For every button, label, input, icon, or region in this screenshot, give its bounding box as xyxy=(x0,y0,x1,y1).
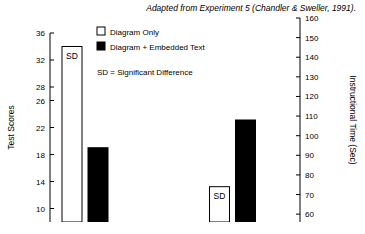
y2-tick-label: 160 xyxy=(305,14,319,23)
y-tick-label: 10 xyxy=(36,205,45,214)
y-tick xyxy=(50,100,54,101)
y2-tick-label: 80 xyxy=(305,171,314,180)
y2-tick xyxy=(296,18,300,19)
y-tick xyxy=(50,33,54,34)
y2-tick xyxy=(296,96,300,97)
annotation: SD = Significant Difference xyxy=(97,68,193,77)
y2-tick-label: 140 xyxy=(305,53,319,62)
y2-tick xyxy=(296,116,300,117)
y2-tick xyxy=(296,155,300,156)
y-tick-label: 32 xyxy=(36,56,45,65)
y2-tick xyxy=(296,194,300,195)
y2-tick xyxy=(296,57,300,58)
y-tick-label: 18 xyxy=(36,151,45,160)
y2-tick-label: 70 xyxy=(305,191,314,200)
y2-tick xyxy=(296,135,300,136)
y-tick-label: 28 xyxy=(36,83,45,92)
y-tick-label: 26 xyxy=(36,97,45,106)
y2-axis-title: Instructional Time (Sec) xyxy=(348,75,358,164)
y-tick-label: 22 xyxy=(36,124,45,133)
y2-tick-label: 130 xyxy=(305,73,319,82)
y2-tick-label: 60 xyxy=(305,210,314,219)
y2-tick xyxy=(296,76,300,77)
y-tick xyxy=(50,87,54,88)
bar xyxy=(236,120,256,222)
y2-tick-label: 90 xyxy=(305,151,314,160)
y-tick-label: 36 xyxy=(36,29,45,38)
bar xyxy=(88,148,108,222)
title: Adapted from Experiment 5 (Chandler & Sw… xyxy=(145,3,356,13)
y2-axis xyxy=(300,18,301,222)
y2-tick-label: 150 xyxy=(305,34,319,43)
y-tick xyxy=(50,154,54,155)
y-axis-title: Test Scores xyxy=(6,105,16,149)
y-tick xyxy=(50,181,54,182)
bar xyxy=(62,47,82,223)
legend-label: Diagram Only xyxy=(110,28,159,37)
legend-swatch xyxy=(97,42,105,50)
y2-tick xyxy=(296,37,300,38)
y2-tick-label: 120 xyxy=(305,92,319,101)
bars xyxy=(62,47,256,223)
y2-tick xyxy=(296,214,300,215)
legend-swatch xyxy=(97,27,105,35)
annotation: SD xyxy=(66,51,78,61)
y2-tick-label: 110 xyxy=(305,112,318,121)
bar xyxy=(210,187,230,222)
y-tick xyxy=(50,127,54,128)
chart: Adapted from Experiment 5 (Chandler & Sw… xyxy=(0,0,365,234)
legend-label: Diagram + Embedded Text xyxy=(110,43,206,52)
y-tick xyxy=(50,60,54,61)
y-tick-label: 14 xyxy=(36,178,45,187)
y2-tick-label: 100 xyxy=(305,132,319,141)
y-tick xyxy=(50,208,54,209)
y2-tick xyxy=(296,174,300,175)
annotation: SD xyxy=(214,191,226,201)
